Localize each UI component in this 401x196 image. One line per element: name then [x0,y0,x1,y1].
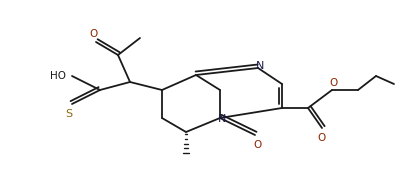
Text: HO: HO [50,71,66,81]
Text: O: O [318,133,326,143]
Text: N: N [256,61,264,71]
Text: O: O [90,29,98,39]
Text: O: O [253,140,261,150]
Text: N: N [218,114,226,124]
Text: S: S [65,109,73,119]
Text: O: O [329,78,337,88]
